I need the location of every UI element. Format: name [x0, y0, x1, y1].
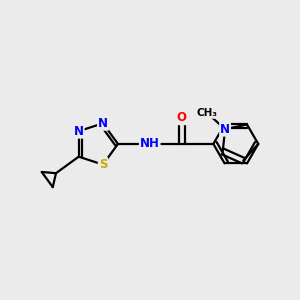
Text: N: N: [220, 123, 230, 136]
Text: N: N: [98, 117, 108, 130]
Text: CH₃: CH₃: [196, 108, 218, 118]
Text: O: O: [177, 111, 187, 124]
Text: S: S: [99, 158, 107, 171]
Text: NH: NH: [140, 137, 160, 150]
Text: N: N: [74, 125, 84, 138]
